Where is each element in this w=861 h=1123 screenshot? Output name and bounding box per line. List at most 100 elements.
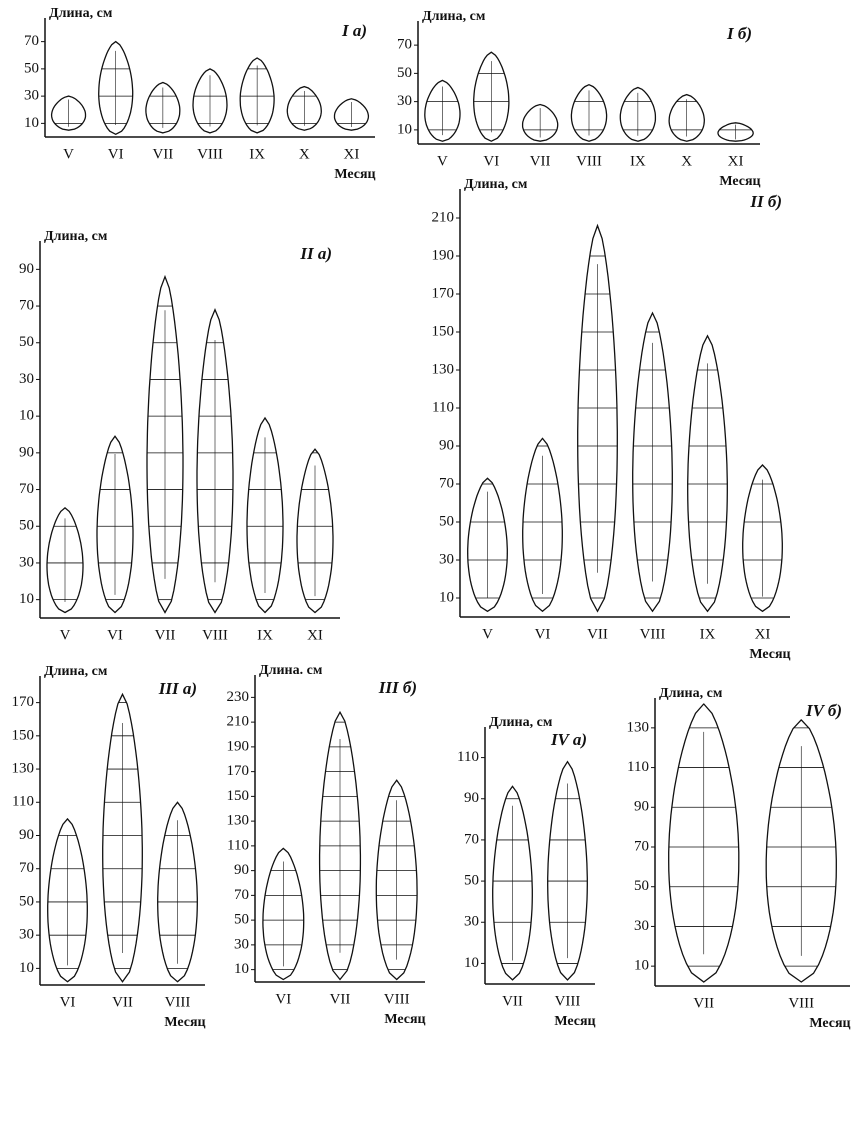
y-axis-label: Длина, см: [44, 664, 108, 679]
x-tick-label: VII: [502, 993, 523, 1009]
y-tick-label: 30: [234, 936, 249, 952]
y-tick-label: 50: [234, 912, 249, 928]
y-tick-label: 70: [439, 475, 454, 491]
spindle: [521, 103, 559, 142]
y-tick-label: 10: [19, 591, 34, 607]
y-tick-label: 10: [397, 121, 412, 137]
y-tick-label: 30: [439, 551, 454, 567]
y-tick-label: 30: [19, 371, 34, 387]
x-tick-label: VIII: [788, 995, 814, 1011]
panel-title: I а): [341, 21, 367, 40]
y-tick-label: 50: [19, 518, 34, 534]
y-axis-label: Длина. см: [259, 663, 323, 678]
y-tick-label: 50: [19, 334, 34, 350]
y-tick-label: 50: [634, 878, 649, 894]
y-tick-label: 70: [464, 831, 479, 847]
spindle: [619, 86, 657, 142]
y-tick-label: 30: [397, 93, 412, 109]
x-tick-label: IX: [700, 626, 716, 642]
y-tick-label: 30: [634, 918, 649, 934]
y-axis-label: Длина, см: [44, 229, 108, 244]
x-tick-label: VII: [112, 994, 133, 1010]
x-axis-label: Месяц: [384, 1012, 425, 1027]
spindle: [492, 785, 533, 981]
spindle: [50, 95, 87, 131]
y-tick-label: 130: [432, 361, 455, 377]
y-tick-label: 70: [19, 297, 34, 313]
y-tick-label: 110: [12, 794, 34, 810]
y-tick-label: 110: [432, 399, 454, 415]
y-tick-label: 50: [397, 65, 412, 81]
y-tick-label: 170: [12, 694, 35, 710]
spindle: [286, 85, 322, 131]
panel-title: III а): [158, 679, 197, 698]
spindle: [318, 710, 362, 981]
y-tick-label: 190: [432, 247, 455, 263]
y-tick-label: 150: [12, 727, 35, 743]
x-axis-label: Месяц: [554, 1014, 595, 1029]
y-tick-label: 10: [634, 958, 649, 974]
x-axis-label: Месяц: [164, 1015, 205, 1030]
x-tick-label: V: [60, 627, 71, 643]
y-tick-label: 10: [464, 955, 479, 971]
y-tick-label: 130: [227, 813, 250, 829]
panel-title: II б): [749, 192, 782, 211]
spindle: [145, 81, 181, 134]
y-tick-label: 30: [24, 88, 39, 104]
y-tick-label: 170: [227, 763, 250, 779]
y-tick-label: 30: [19, 927, 34, 943]
x-tick-label: VII: [155, 627, 176, 643]
y-tick-label: 10: [19, 408, 34, 424]
x-tick-label: VII: [152, 146, 173, 162]
spindle: [146, 274, 184, 614]
y-axis-label: Длина, см: [489, 715, 553, 730]
x-tick-label: VIII: [640, 626, 666, 642]
y-tick-label: 90: [439, 437, 454, 453]
y-tick-label: 30: [464, 914, 479, 930]
y-tick-label: 130: [12, 760, 35, 776]
spindle: [102, 692, 143, 983]
x-tick-label: VII: [330, 991, 351, 1007]
panel-title: IV а): [550, 730, 587, 749]
spindle: [473, 51, 510, 142]
x-tick-label: XI: [728, 153, 744, 169]
y-tick-label: 230: [227, 689, 250, 705]
x-axis-label: Месяц: [749, 647, 790, 662]
y-tick-label: 10: [24, 115, 39, 131]
y-tick-label: 150: [432, 323, 455, 339]
y-tick-label: 70: [634, 838, 649, 854]
x-tick-label: XI: [755, 626, 771, 642]
y-tick-label: 70: [397, 37, 412, 53]
x-tick-label: VIII: [165, 994, 191, 1010]
x-tick-label: VII: [693, 995, 714, 1011]
y-tick-label: 110: [227, 837, 249, 853]
spindle: [632, 311, 673, 613]
y-tick-label: 210: [432, 209, 455, 225]
y-tick-label: 90: [464, 790, 479, 806]
x-tick-label: IX: [630, 153, 646, 169]
y-tick-label: 70: [19, 481, 34, 497]
y-tick-label: 90: [634, 799, 649, 815]
x-tick-label: VIII: [576, 153, 602, 169]
y-axis-label: Длина, см: [464, 177, 528, 192]
x-tick-label: VI: [107, 627, 123, 643]
spindle: [262, 847, 305, 981]
y-tick-label: 70: [24, 33, 39, 49]
x-tick-label: X: [299, 146, 310, 162]
x-tick-label: VI: [535, 626, 551, 642]
x-tick-label: V: [482, 626, 493, 642]
y-axis-label: Длина, см: [422, 9, 486, 24]
x-tick-label: VI: [275, 991, 291, 1007]
x-tick-label: XI: [344, 146, 360, 162]
y-tick-label: 30: [19, 554, 34, 570]
x-tick-label: IX: [249, 146, 265, 162]
panel-title: II а): [299, 244, 332, 263]
x-tick-label: VIII: [197, 146, 223, 162]
y-tick-label: 110: [457, 749, 479, 765]
spindle: [577, 223, 618, 613]
x-tick-label: XI: [307, 627, 323, 643]
y-tick-label: 130: [627, 719, 650, 735]
spindle: [46, 507, 84, 614]
x-tick-label: VIII: [202, 627, 228, 643]
